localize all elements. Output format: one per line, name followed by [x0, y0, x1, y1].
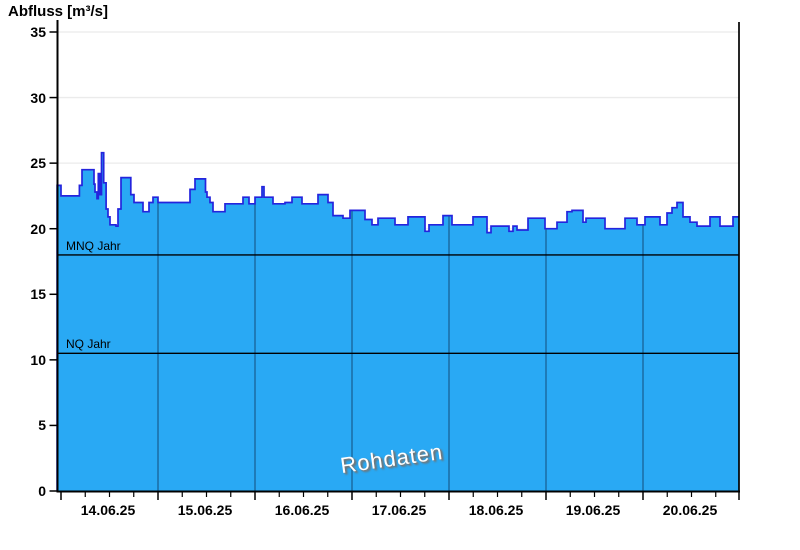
x-tick-label: 19.06.25: [565, 502, 621, 518]
discharge-step-line: [56, 151, 739, 491]
reference-line-label-nq-jahr: NQ Jahr: [66, 337, 111, 352]
y-tick-label: 35: [30, 24, 46, 40]
x-tick-label: 20.06.25: [662, 502, 718, 518]
y-tick-label: 25: [30, 155, 46, 172]
chart-title: Abfluss [m³/s]: [8, 3, 109, 20]
x-tick-label: 18.06.25: [468, 502, 524, 518]
y-tick-label: 15: [30, 286, 46, 303]
y-tick-label: 10: [30, 351, 46, 368]
reference-line-label-mnq-jahr: MNQ Jahr: [66, 238, 121, 253]
x-tick-label: 14.06.25: [80, 502, 136, 518]
discharge-area-fill: [57, 152, 740, 491]
y-tick-label: 20: [30, 220, 46, 237]
y-tick-label: 5: [38, 417, 46, 434]
x-tick-label: 15.06.25: [177, 502, 233, 518]
y-tick-label: 0: [38, 483, 46, 499]
y-tick-label: 30: [30, 89, 46, 106]
x-tick-label: 17.06.25: [371, 502, 427, 518]
x-tick-label: 16.06.25: [274, 502, 330, 518]
